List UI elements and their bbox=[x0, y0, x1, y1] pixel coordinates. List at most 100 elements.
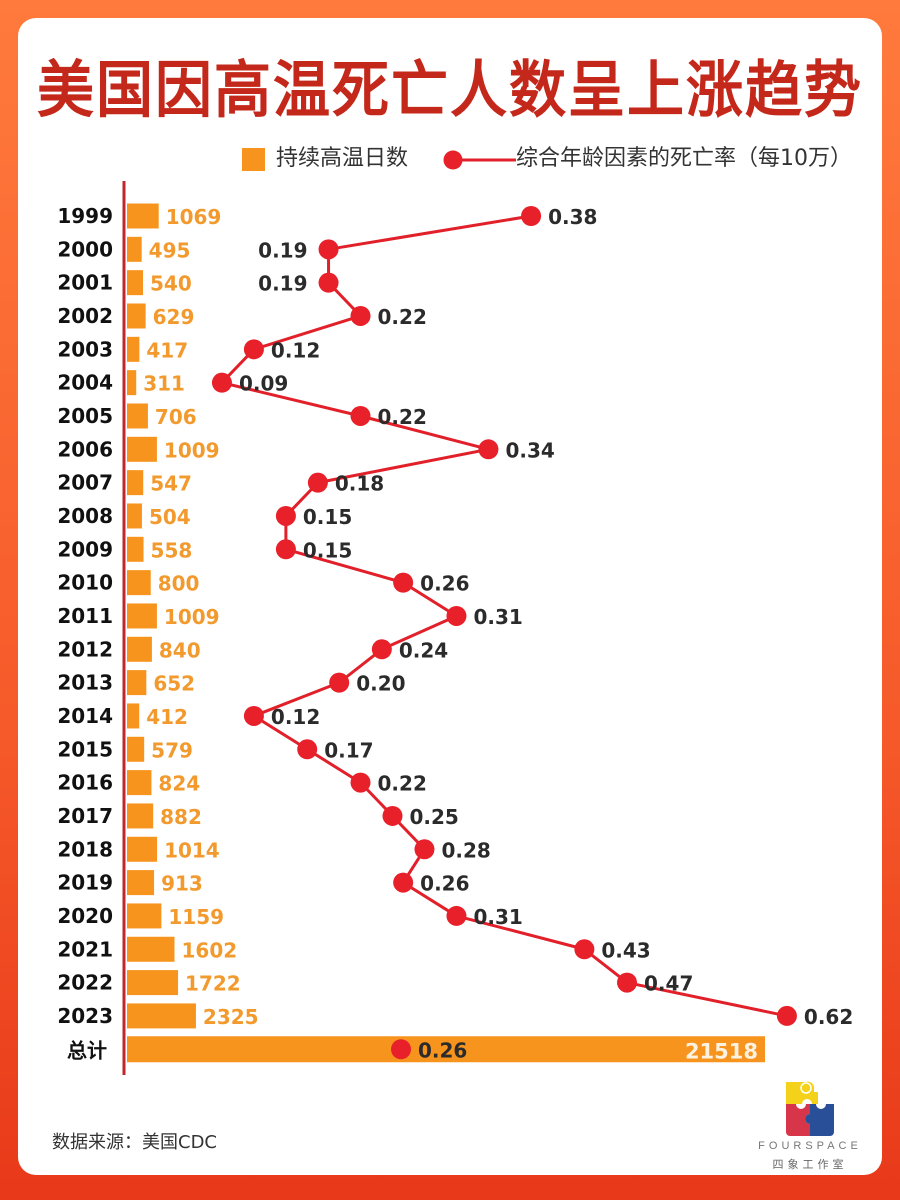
rate-dot bbox=[318, 272, 339, 293]
rate-value-label: 0.15 bbox=[303, 538, 352, 562]
rate-dot bbox=[350, 405, 371, 426]
bar-value-label: 1009 bbox=[164, 438, 220, 462]
year-label: 2013 bbox=[57, 671, 113, 695]
bar-heat-days bbox=[127, 670, 147, 696]
rate-value-label: 0.62 bbox=[804, 1005, 853, 1029]
bar-heat-days bbox=[127, 436, 157, 462]
bar-value-label: 311 bbox=[143, 372, 185, 396]
year-label: 2010 bbox=[57, 571, 113, 595]
year-label: 2002 bbox=[57, 304, 113, 328]
rate-value-label: 0.22 bbox=[378, 772, 427, 796]
legend-bar-swatch-icon bbox=[242, 148, 265, 171]
legend-line-dot-icon bbox=[443, 150, 516, 170]
bar-heat-days bbox=[127, 503, 142, 529]
year-label: 2015 bbox=[57, 737, 113, 761]
bar-value-label: 1159 bbox=[168, 905, 224, 929]
rate-value-label: 0.12 bbox=[271, 338, 320, 362]
rate-dot bbox=[371, 639, 392, 660]
bar-heat-days bbox=[127, 803, 154, 829]
bar-heat-days bbox=[127, 570, 151, 596]
rate-value-label: 0.22 bbox=[378, 405, 427, 429]
data-source: 数据来源：美国CDC bbox=[52, 1132, 217, 1153]
legend-bars-label: 持续高温日数 bbox=[276, 146, 409, 171]
total-label: 总计 bbox=[67, 1038, 107, 1062]
bar-value-label: 913 bbox=[161, 872, 203, 896]
rate-dot bbox=[350, 305, 371, 326]
bar-heat-days bbox=[127, 870, 155, 896]
bar-value-label: 824 bbox=[158, 772, 200, 796]
total-rate-label: 0.26 bbox=[418, 1038, 467, 1062]
bar-value-label: 1602 bbox=[181, 938, 237, 962]
bar-value-label: 579 bbox=[151, 738, 193, 762]
rate-dot bbox=[350, 772, 371, 793]
year-label: 2023 bbox=[57, 1004, 113, 1028]
rate-dot bbox=[318, 239, 339, 260]
bar-heat-days bbox=[127, 203, 159, 229]
rate-dot bbox=[414, 839, 435, 860]
rate-dot bbox=[393, 572, 414, 593]
year-label: 2000 bbox=[57, 237, 113, 261]
rate-dot bbox=[393, 872, 414, 893]
year-label: 2022 bbox=[57, 971, 113, 995]
rate-value-label: 0.19 bbox=[258, 238, 307, 262]
rate-value-label: 0.17 bbox=[324, 738, 373, 762]
bar-value-label: 504 bbox=[149, 505, 191, 529]
rate-dot bbox=[446, 905, 467, 926]
bar-heat-days bbox=[127, 1003, 196, 1029]
rate-dot bbox=[307, 472, 328, 493]
rate-value-label: 0.25 bbox=[410, 805, 459, 829]
rate-dot bbox=[297, 739, 318, 760]
bar-heat-days bbox=[127, 270, 144, 296]
rate-dot bbox=[574, 939, 595, 960]
bar-heat-days bbox=[127, 370, 137, 396]
rate-value-label: 0.18 bbox=[335, 472, 384, 496]
bar-heat-days bbox=[127, 703, 140, 729]
bar-value-label: 1069 bbox=[166, 205, 222, 229]
rate-dot bbox=[243, 339, 264, 360]
bar-value-label: 629 bbox=[153, 305, 195, 329]
rate-dot bbox=[275, 505, 296, 526]
rate-value-label: 0.20 bbox=[356, 672, 405, 696]
bar-heat-days bbox=[127, 536, 144, 562]
bar-total-days bbox=[127, 1036, 766, 1063]
rate-value-label: 0.22 bbox=[378, 305, 427, 329]
rate-value-label: 0.47 bbox=[644, 972, 693, 996]
legend-line-label: 综合年龄因素的死亡率（每10万） bbox=[516, 146, 852, 171]
year-label: 2018 bbox=[57, 837, 113, 861]
fourspace-logo-icon bbox=[786, 1081, 834, 1136]
rate-dot bbox=[329, 672, 350, 693]
bar-value-label: 495 bbox=[149, 238, 191, 262]
rate-value-label: 0.26 bbox=[420, 872, 469, 896]
bar-value-label: 1722 bbox=[185, 972, 241, 996]
rate-value-label: 0.31 bbox=[473, 905, 522, 929]
rate-value-label: 0.24 bbox=[399, 638, 448, 662]
year-label: 2005 bbox=[57, 404, 113, 428]
year-label: 2019 bbox=[57, 871, 113, 895]
rate-dot bbox=[776, 1005, 797, 1026]
total-days-label: 21518 bbox=[685, 1039, 758, 1063]
bar-value-label: 2325 bbox=[203, 1005, 259, 1029]
bar-heat-days bbox=[127, 770, 152, 796]
bar-heat-days bbox=[127, 836, 158, 862]
rate-value-label: 0.12 bbox=[271, 705, 320, 729]
rate-dot bbox=[211, 372, 232, 393]
bar-value-label: 652 bbox=[153, 672, 195, 696]
rate-dot bbox=[243, 705, 264, 726]
logo-name-en: FOURSPACE bbox=[758, 1140, 862, 1152]
legend: 持续高温日数 综合年龄因素的死亡率（每10万） bbox=[0, 145, 900, 175]
rate-value-label: 0.19 bbox=[258, 272, 307, 296]
bar-value-label: 417 bbox=[146, 338, 188, 362]
year-label: 2007 bbox=[57, 471, 113, 495]
bar-heat-days bbox=[127, 236, 142, 262]
bar-value-label: 800 bbox=[158, 572, 200, 596]
total-rate-dot bbox=[391, 1039, 411, 1060]
rate-value-label: 0.31 bbox=[473, 605, 522, 629]
year-label: 2003 bbox=[57, 337, 113, 361]
bar-heat-days bbox=[127, 303, 146, 329]
year-label: 2008 bbox=[57, 504, 113, 528]
rate-value-label: 0.43 bbox=[601, 938, 650, 962]
year-label: 2017 bbox=[57, 804, 113, 828]
bar-heat-days bbox=[127, 403, 148, 429]
year-label: 2004 bbox=[57, 371, 113, 395]
year-label: 2006 bbox=[57, 437, 113, 461]
